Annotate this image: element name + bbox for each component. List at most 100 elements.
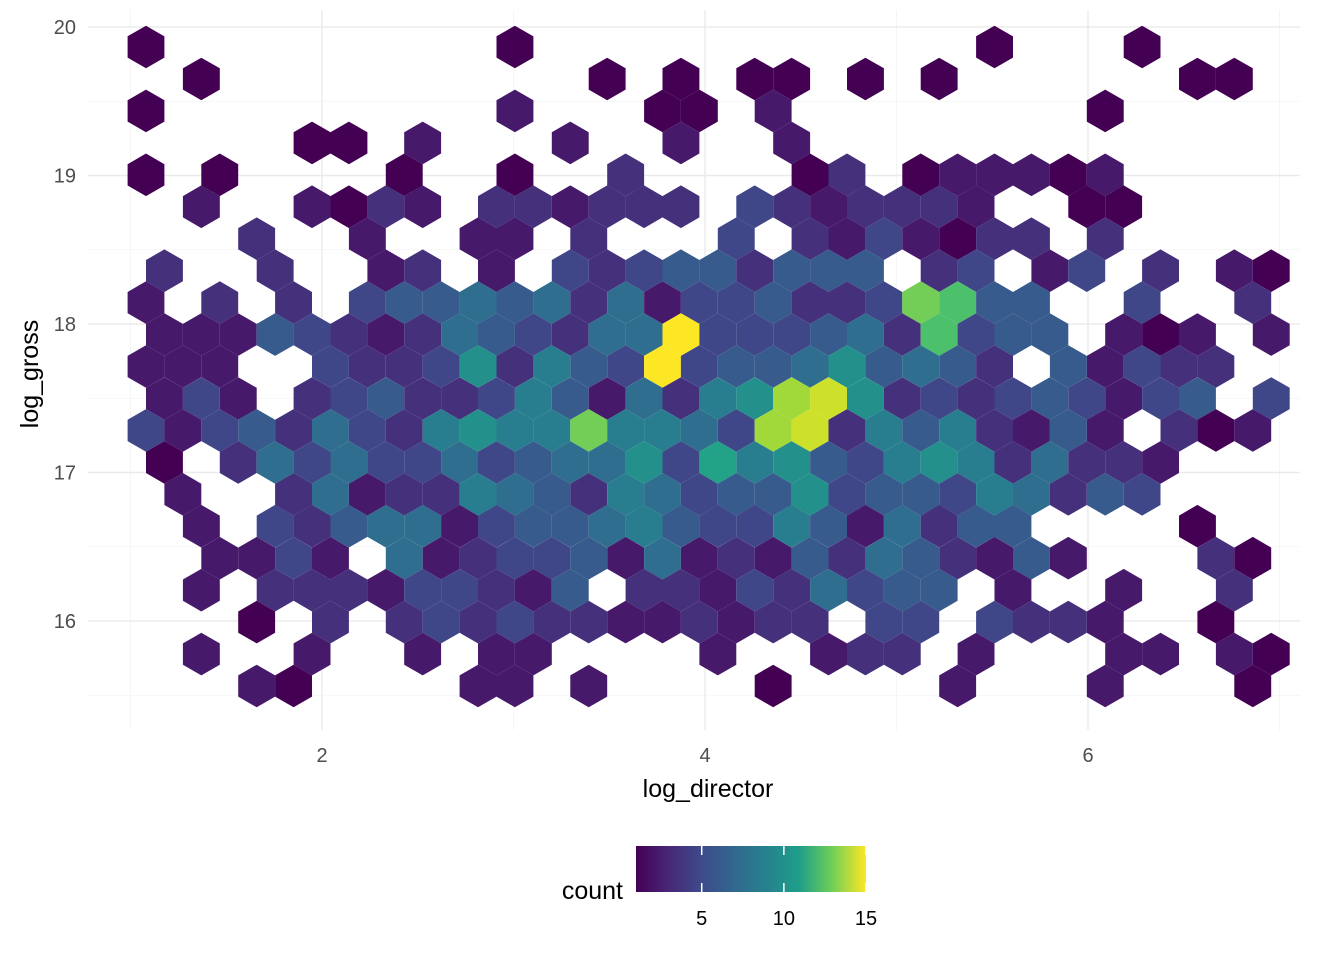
hex-cell	[459, 217, 497, 260]
hex-cell	[717, 600, 755, 644]
hex-cell	[478, 441, 515, 484]
hex-cell	[496, 409, 534, 452]
hex-cell	[1068, 441, 1106, 484]
hex-cell	[478, 313, 515, 356]
hex-cell	[127, 89, 165, 133]
hex-cell	[625, 568, 663, 612]
hex-cell	[957, 632, 995, 676]
hex-cell	[275, 536, 312, 580]
hex-cell	[551, 185, 589, 229]
hex-cell	[1068, 377, 1106, 420]
hex-cell	[920, 504, 958, 548]
hex-cell	[588, 185, 626, 229]
hex-cell	[1049, 473, 1087, 516]
hex-cell	[293, 313, 331, 356]
hex-cell	[570, 281, 608, 324]
y-tick-label: 16	[54, 611, 76, 633]
x-tick-label: 4	[699, 745, 710, 767]
hex-cell	[514, 568, 552, 612]
hex-cell	[478, 632, 515, 676]
x-axis-title: log_director	[643, 775, 774, 803]
hex-cell	[312, 536, 349, 580]
hex-cell	[828, 153, 866, 197]
hex-cell	[201, 345, 239, 388]
hex-cell	[828, 281, 866, 324]
hex-cell	[127, 345, 165, 388]
hex-cell	[994, 377, 1032, 420]
hex-cell	[385, 281, 423, 324]
hex-cell	[1123, 345, 1161, 388]
hex-cell	[1234, 664, 1272, 708]
hex-cell	[717, 473, 755, 516]
hex-cell	[441, 568, 478, 612]
hex-cell	[146, 313, 183, 356]
hex-cell	[920, 249, 958, 292]
hex-cell	[828, 409, 866, 452]
hex-cell	[939, 536, 977, 580]
hex-cell	[994, 568, 1032, 612]
hex-cell	[312, 600, 349, 644]
hex-cell	[256, 249, 294, 292]
hex-cell	[201, 536, 239, 580]
hex-cell	[644, 536, 681, 580]
hex-cell	[699, 568, 737, 612]
hex-cell	[570, 600, 608, 644]
hex-cell	[644, 600, 681, 644]
hex-cell	[182, 57, 220, 101]
hex-cell	[404, 313, 442, 356]
hex-cell	[699, 313, 737, 356]
hex-cell	[791, 536, 829, 580]
hex-cell	[219, 441, 257, 484]
hex-cell	[275, 281, 312, 324]
hex-cell	[385, 600, 423, 644]
hex-cell	[773, 121, 811, 165]
hex-cell	[182, 313, 220, 356]
hex-cell	[1031, 249, 1069, 292]
hex-cell	[810, 504, 847, 548]
hex-cell	[1179, 377, 1216, 420]
hex-cell	[773, 313, 811, 356]
hex-cell	[920, 57, 958, 101]
hex-cell	[459, 600, 497, 644]
hex-cell	[588, 57, 626, 101]
hex-cell	[607, 281, 645, 324]
hex-cell	[976, 345, 1013, 388]
hex-cell	[293, 377, 331, 420]
hex-cell	[791, 409, 829, 452]
hex-cell	[533, 536, 571, 580]
hex-cell	[1049, 153, 1087, 197]
hex-cell	[441, 313, 478, 356]
hex-cell	[902, 153, 940, 197]
hex-cell	[238, 536, 276, 580]
hex-cell	[570, 217, 608, 260]
hex-cell	[551, 568, 589, 612]
hex-cell	[533, 600, 571, 644]
hex-cell	[459, 409, 497, 452]
hex-cell	[256, 313, 294, 356]
hex-cell	[404, 441, 442, 484]
hex-cell	[201, 281, 239, 324]
hex-cell	[717, 217, 755, 260]
hex-cell	[385, 153, 423, 197]
hex-cell	[127, 153, 165, 197]
hex-cell	[570, 664, 608, 708]
hex-cell	[459, 536, 497, 580]
hex-cell	[551, 441, 589, 484]
hex-cell	[293, 504, 331, 548]
hex-cell	[385, 409, 423, 452]
hex-cell	[256, 504, 294, 548]
hex-cell	[1031, 313, 1069, 356]
hex-cell	[994, 441, 1032, 484]
hex-cell	[920, 441, 958, 484]
hex-cell	[330, 504, 368, 548]
hex-cell	[976, 25, 1013, 69]
hex-cell	[939, 217, 977, 260]
hex-cell	[404, 121, 442, 165]
hex-cell	[976, 153, 1013, 197]
hex-cell	[422, 281, 460, 324]
hex-cell	[883, 313, 921, 356]
hex-cell	[680, 89, 718, 133]
hex-cell	[920, 377, 958, 420]
hex-cell	[810, 568, 847, 612]
